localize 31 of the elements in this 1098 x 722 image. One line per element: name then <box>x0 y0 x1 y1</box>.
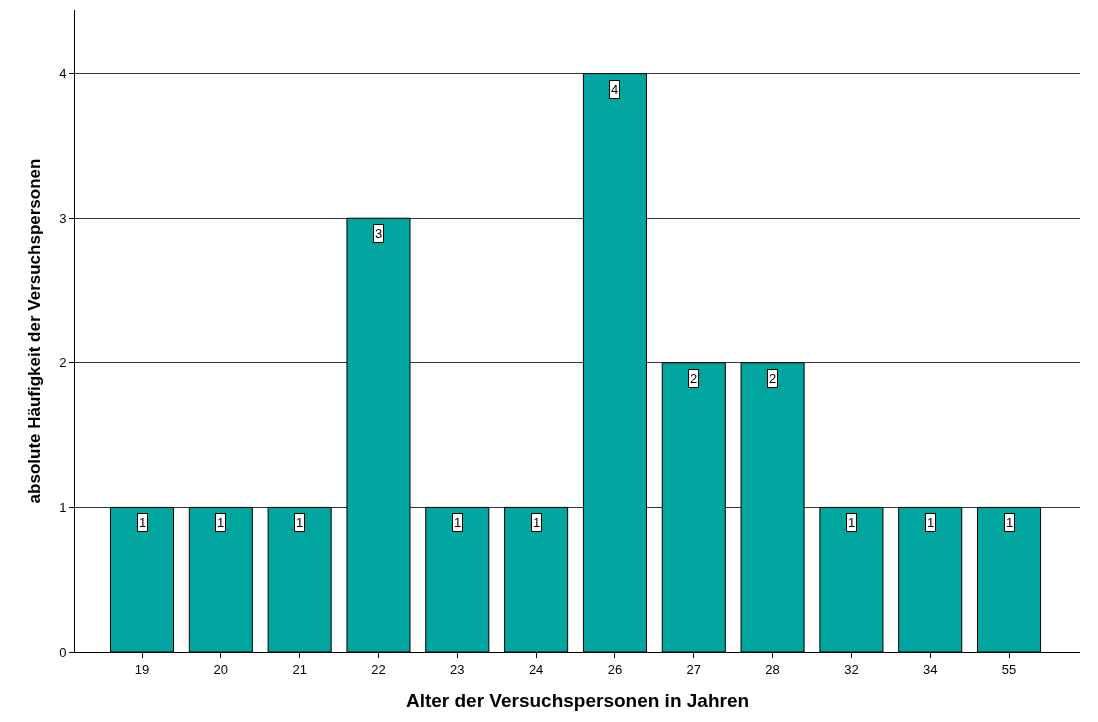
y-tick-label: 3 <box>59 210 67 226</box>
x-tick-label: 26 <box>607 661 623 677</box>
data-label: 2 <box>690 371 698 386</box>
x-tick-label: 34 <box>923 661 938 677</box>
y-axis-title: absolute Häufigkeit der Versuchspersonen <box>24 158 44 504</box>
data-label: 4 <box>611 82 619 97</box>
x-tick-label: 23 <box>450 661 465 677</box>
x-tick-label: 28 <box>765 661 780 677</box>
x-tick-label: 24 <box>528 661 544 677</box>
data-label: 2 <box>769 371 777 386</box>
y-tick-label: 0 <box>59 644 67 660</box>
data-label: 1 <box>1006 515 1014 530</box>
x-tick-label: 55 <box>1001 661 1017 677</box>
x-tick-label: 22 <box>371 661 386 677</box>
data-label: 1 <box>533 515 541 530</box>
data-label: 1 <box>927 515 935 530</box>
x-tick-label: 19 <box>134 661 150 677</box>
x-tick-label: 20 <box>213 661 229 677</box>
y-tick-label: 1 <box>59 499 67 515</box>
x-tick-label: 32 <box>844 661 859 677</box>
x-axis-title: Alter der Versuchspersonen in Jahren <box>405 690 750 712</box>
data-label: 1 <box>454 515 462 530</box>
y-tick-label: 2 <box>59 355 67 371</box>
data-label: 1 <box>296 515 304 530</box>
data-label: 1 <box>139 515 147 530</box>
data-label: 1 <box>848 515 856 530</box>
data-label: 3 <box>375 226 383 241</box>
data-label: 1 <box>217 515 225 530</box>
x-tick-label: 21 <box>292 661 307 677</box>
y-tick-label: 4 <box>59 66 67 82</box>
x-tick-label: 27 <box>686 661 701 677</box>
